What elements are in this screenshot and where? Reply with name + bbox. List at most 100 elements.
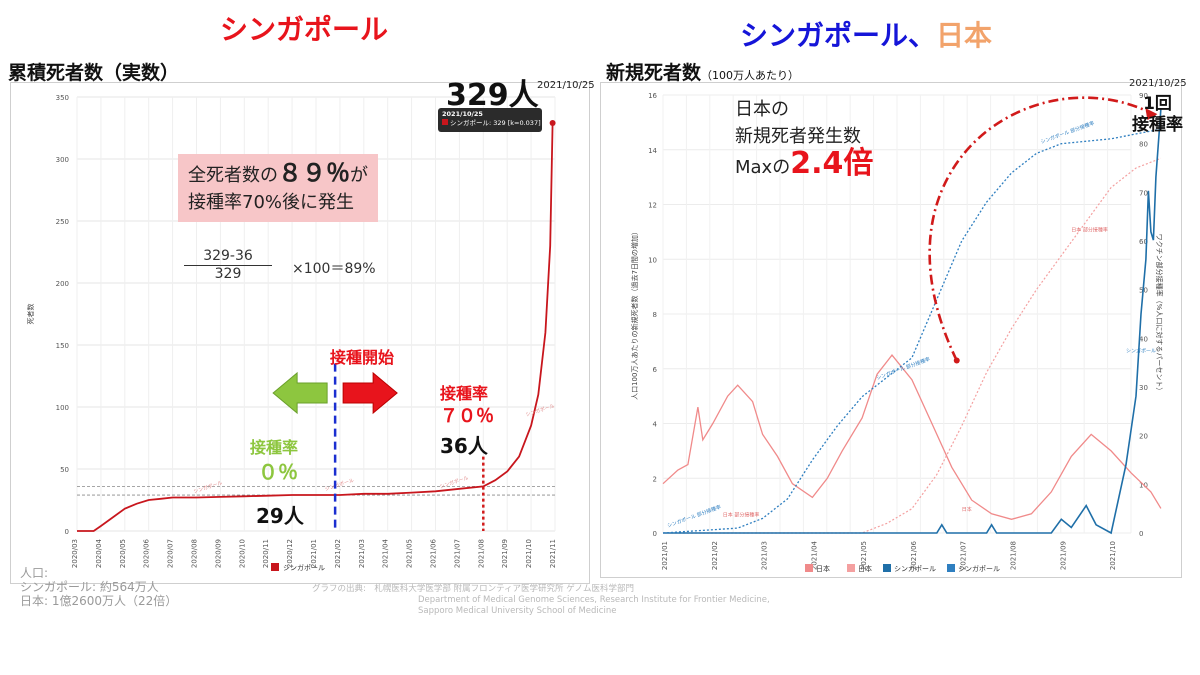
left-date: 2021/10/25 xyxy=(537,80,595,91)
y-tick-label: 350 xyxy=(56,94,69,102)
x-tick-label: 2020/06 xyxy=(143,538,151,568)
x-tick-label: 2021/04 xyxy=(810,540,818,570)
legend-label: 日本 xyxy=(816,564,830,573)
source-l1: グラフの出典: 札幌医科大学医学部 附属フロンティア医学研究所 ゲノム医科学部門 xyxy=(312,584,635,594)
fraction: 329-36 329 xyxy=(184,248,272,282)
x-tick-label: 2021/02 xyxy=(711,541,719,570)
y-tick-label: 0 xyxy=(653,530,657,538)
max-ratio-start-dot xyxy=(953,357,960,364)
series-singapore-vaccination xyxy=(662,128,1162,534)
tooltip-value: シンガポール: 329 [k=0.037] xyxy=(450,119,541,127)
x-tick-label: 2021/11 xyxy=(549,539,557,568)
y-tick-label: 250 xyxy=(56,218,69,226)
tooltip: 2021/10/25 シンガポール: 329 [k=0.037] xyxy=(438,108,542,132)
x-tick-label: 2020/08 xyxy=(191,539,199,568)
x-tick-label: 2021/06 xyxy=(430,538,438,568)
y-tick-label: 100 xyxy=(56,404,69,412)
left-subtitle: 累積死者数（実数） xyxy=(8,62,180,84)
callout-29: 29人 xyxy=(256,504,304,528)
y-tick-label: 0 xyxy=(65,528,69,536)
x-tick-label: 2021/01 xyxy=(310,539,318,568)
summary-pct: ８９％ xyxy=(278,159,350,187)
fraction-den: 329 xyxy=(214,266,242,282)
x-tick-label: 2020/09 xyxy=(214,539,222,568)
y-tick-label: 10 xyxy=(648,256,657,264)
source-l3: Sapporo Medical University School of Med… xyxy=(418,606,617,616)
right-note-l1: 日本の xyxy=(735,99,789,120)
line-tag: シンガポール xyxy=(525,402,556,418)
line-tag: シンガポール xyxy=(193,479,224,495)
legend-swatch xyxy=(271,563,279,571)
line-tag: シンガポール xyxy=(324,477,355,493)
x-tick-label: 2021/02 xyxy=(334,539,342,568)
right-date: 2021/10/25 xyxy=(1129,78,1187,89)
max-ratio-arrow xyxy=(928,96,1154,362)
right-note-max: Maxの xyxy=(735,157,791,178)
right-subtitle: 新規死者数（100万人あたり） xyxy=(606,58,799,85)
last-point-marker xyxy=(549,120,556,127)
vax-label: 1回 接種率 xyxy=(1132,94,1183,136)
right-title-jp: 日本 xyxy=(936,19,993,52)
x-tick-label: 2020/12 xyxy=(286,539,294,568)
red-right-arrow xyxy=(342,371,398,415)
right-title-sep: 、 xyxy=(908,19,937,52)
y-right-tick-label: 30 xyxy=(1139,384,1148,392)
series-singapore-deaths xyxy=(663,108,1162,535)
x-tick-label: 2020/04 xyxy=(95,538,103,568)
x-tick-label: 2020/07 xyxy=(167,539,175,568)
y-right-tick-label: 80 xyxy=(1139,141,1148,149)
summary-text-a: 全死者数の xyxy=(188,165,278,186)
rate0-label: 接種率 xyxy=(250,438,299,457)
x-tick-label: 2021/04 xyxy=(382,538,390,568)
x-tick-label: 2021/10 xyxy=(1109,541,1117,570)
vax-label-l2: 接種率 xyxy=(1132,115,1183,135)
legend-swatch xyxy=(883,564,891,572)
callout-329: 329人 xyxy=(446,78,539,113)
rate70-label: 接種率 xyxy=(440,384,489,403)
x-tick-label: 2020/03 xyxy=(71,539,79,568)
legend-swatch xyxy=(805,564,813,572)
series-japan-vaccination xyxy=(663,157,1162,534)
y-tick-label: 6 xyxy=(653,366,658,374)
right-title-sg: シンガポール xyxy=(740,19,909,52)
population-notes: 人口: シンガポール: 約564万人 日本: 1億2600万人（22倍） xyxy=(20,566,177,608)
legend-label: シンガポール xyxy=(958,564,1000,573)
tag-sg: シンガポール xyxy=(1126,347,1156,354)
x-tick-label: 2021/09 xyxy=(501,539,509,568)
y-tick-label: 16 xyxy=(648,92,657,100)
left-chart: 0 50 100 150 200 250 300 350 2020/03 2020/04 2020/… xyxy=(26,94,557,572)
legend-label: シンガポール xyxy=(283,563,325,572)
tag-jp-vax-late: 日本 部分接種率 xyxy=(1071,226,1108,233)
right-title: シンガポール、日本 xyxy=(740,14,992,54)
legend-swatch xyxy=(947,564,955,572)
right-note-l2: 新規死者発生数 xyxy=(735,126,861,147)
source-l2: Department of Medical Genome Sciences, R… xyxy=(418,595,770,605)
x-tick-label: 2020/05 xyxy=(119,539,127,568)
x-tick-label: 2021/07 xyxy=(453,539,461,568)
x-tick-label: 2021/08 xyxy=(477,539,485,568)
fraction-result: ×100＝89% xyxy=(292,261,376,277)
y-tick-label: 50 xyxy=(60,466,69,474)
y-axis-label: 死者数 xyxy=(26,304,35,325)
tag-jp-vax-early: 日本 部分接種率 xyxy=(723,512,760,519)
summary-text-b: が xyxy=(350,165,368,186)
right-subtitle-small: （100万人あたり） xyxy=(701,69,800,82)
tooltip-date: 2021/10/25 xyxy=(442,110,483,118)
left-title: シンガポール xyxy=(220,13,389,46)
y-right-tick-label: 90 xyxy=(1139,92,1148,100)
x-tick-label: 2021/09 xyxy=(1059,541,1067,570)
x-tick-label: 2021/05 xyxy=(406,539,414,568)
fraction-num: 329-36 xyxy=(184,248,272,266)
x-tick-label: 2021/08 xyxy=(1010,541,1018,570)
y-tick-label: 200 xyxy=(56,280,69,288)
tag-sg-vax-early: シンガポール 部分接種率 xyxy=(666,503,722,529)
tag-jp: 日本 xyxy=(962,506,972,513)
y-tick-label: 8 xyxy=(653,311,657,319)
y-right-tick-label: 0 xyxy=(1139,530,1143,538)
legend-swatch xyxy=(847,564,855,572)
y-tick-label: 300 xyxy=(56,156,69,164)
tooltip-text: シンガポール: 329 [k=0.037] xyxy=(442,119,541,128)
tag-sg-vax-late: シンガポール 部分接種率 xyxy=(1040,120,1096,146)
summary-box: 全死者数の８９％が 接種率70%後に発生 xyxy=(178,154,378,222)
